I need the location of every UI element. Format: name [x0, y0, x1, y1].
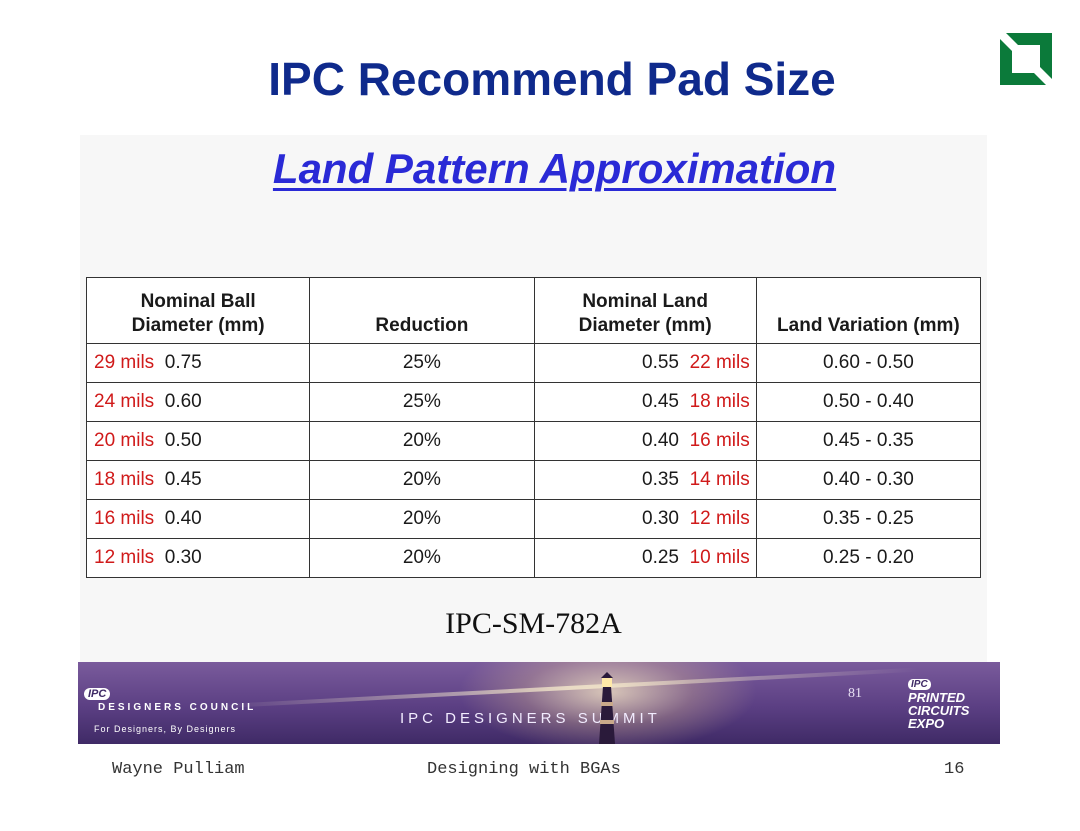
cell-ball-diameter: 18 mils 0.45 — [85, 460, 311, 500]
slide-content: Land Pattern Approximation Nominal Ball … — [80, 135, 987, 662]
cell-reduction: 20% — [309, 460, 535, 500]
header-land-diameter: Nominal Land Diameter (mm) — [533, 277, 757, 344]
source-reference: IPC-SM-782A — [445, 607, 622, 640]
footer-author: Wayne Pulliam — [112, 760, 245, 779]
cell-ball-diameter: 12 mils 0.30 — [85, 538, 311, 578]
cell-reduction: 25% — [309, 382, 535, 422]
cell-land-variation: 0.25 - 0.20 — [755, 538, 982, 578]
table-row: 29 mils 0.75 25% 0.55 22 mils 0.60 - 0.50 — [85, 343, 982, 383]
cell-reduction: 25% — [309, 343, 535, 383]
cell-land-variation: 0.50 - 0.40 — [755, 382, 982, 422]
footer-page-number: 16 — [944, 760, 965, 779]
cell-land-diameter: 0.40 16 mils — [533, 421, 757, 461]
slide-subtitle: Land Pattern Approximation — [272, 145, 837, 192]
cell-land-diameter: 0.25 10 mils — [533, 538, 757, 578]
header-ball-diameter: Nominal Ball Diameter (mm) — [85, 277, 311, 344]
summit-label: IPC DESIGNERS SUMMIT — [400, 710, 661, 727]
table-row: 20 mils 0.50 20% 0.40 16 mils 0.45 - 0.35 — [85, 421, 982, 461]
table-row: 12 mils 0.30 20% 0.25 10 mils 0.25 - 0.20 — [85, 538, 982, 578]
header-reduction: Reduction — [309, 277, 535, 344]
table-header-row: Nominal Ball Diameter (mm) Reduction Nom… — [85, 277, 982, 344]
cell-ball-diameter: 16 mils 0.40 — [85, 499, 311, 539]
cell-ball-diameter: 29 mils 0.75 — [85, 343, 311, 383]
amd-logo-icon — [1000, 33, 1052, 85]
cell-reduction: 20% — [309, 499, 535, 539]
table-row: 18 mils 0.45 20% 0.35 14 mils 0.40 - 0.30 — [85, 460, 982, 500]
cell-ball-diameter: 20 mils 0.50 — [85, 421, 311, 461]
cell-reduction: 20% — [309, 538, 535, 578]
cell-reduction: 20% — [309, 421, 535, 461]
conference-banner: IPC DESIGNERS COUNCIL For Designers, By … — [78, 662, 1000, 744]
cell-land-variation: 0.40 - 0.30 — [755, 460, 982, 500]
cell-land-variation: 0.45 - 0.35 — [755, 421, 982, 461]
cell-land-diameter: 0.30 12 mils — [533, 499, 757, 539]
footer-topic: Designing with BGAs — [427, 760, 621, 779]
printed-circuits-expo-logo: IPC PRINTED CIRCUITS EXPO — [908, 679, 970, 731]
cell-land-variation: 0.35 - 0.25 — [755, 499, 982, 539]
header-land-variation: Land Variation (mm) — [755, 277, 982, 344]
slide-title: IPC Recommend Pad Size — [268, 53, 836, 105]
table-row: 24 mils 0.60 25% 0.45 18 mils 0.50 - 0.40 — [85, 382, 982, 422]
cell-land-diameter: 0.55 22 mils — [533, 343, 757, 383]
cell-land-diameter: 0.45 18 mils — [533, 382, 757, 422]
cell-ball-diameter: 24 mils 0.60 — [85, 382, 311, 422]
banner-page-number: 81 — [848, 686, 862, 701]
lighthouse-icon — [599, 672, 615, 744]
cell-land-diameter: 0.35 14 mils — [533, 460, 757, 500]
table-row: 16 mils 0.40 20% 0.30 12 mils 0.35 - 0.25 — [85, 499, 982, 539]
designers-council-logo: IPC DESIGNERS COUNCIL For Designers, By … — [84, 688, 284, 738]
land-pattern-table: Nominal Ball Diameter (mm) Reduction Nom… — [85, 277, 982, 578]
cell-land-variation: 0.60 - 0.50 — [755, 343, 982, 383]
